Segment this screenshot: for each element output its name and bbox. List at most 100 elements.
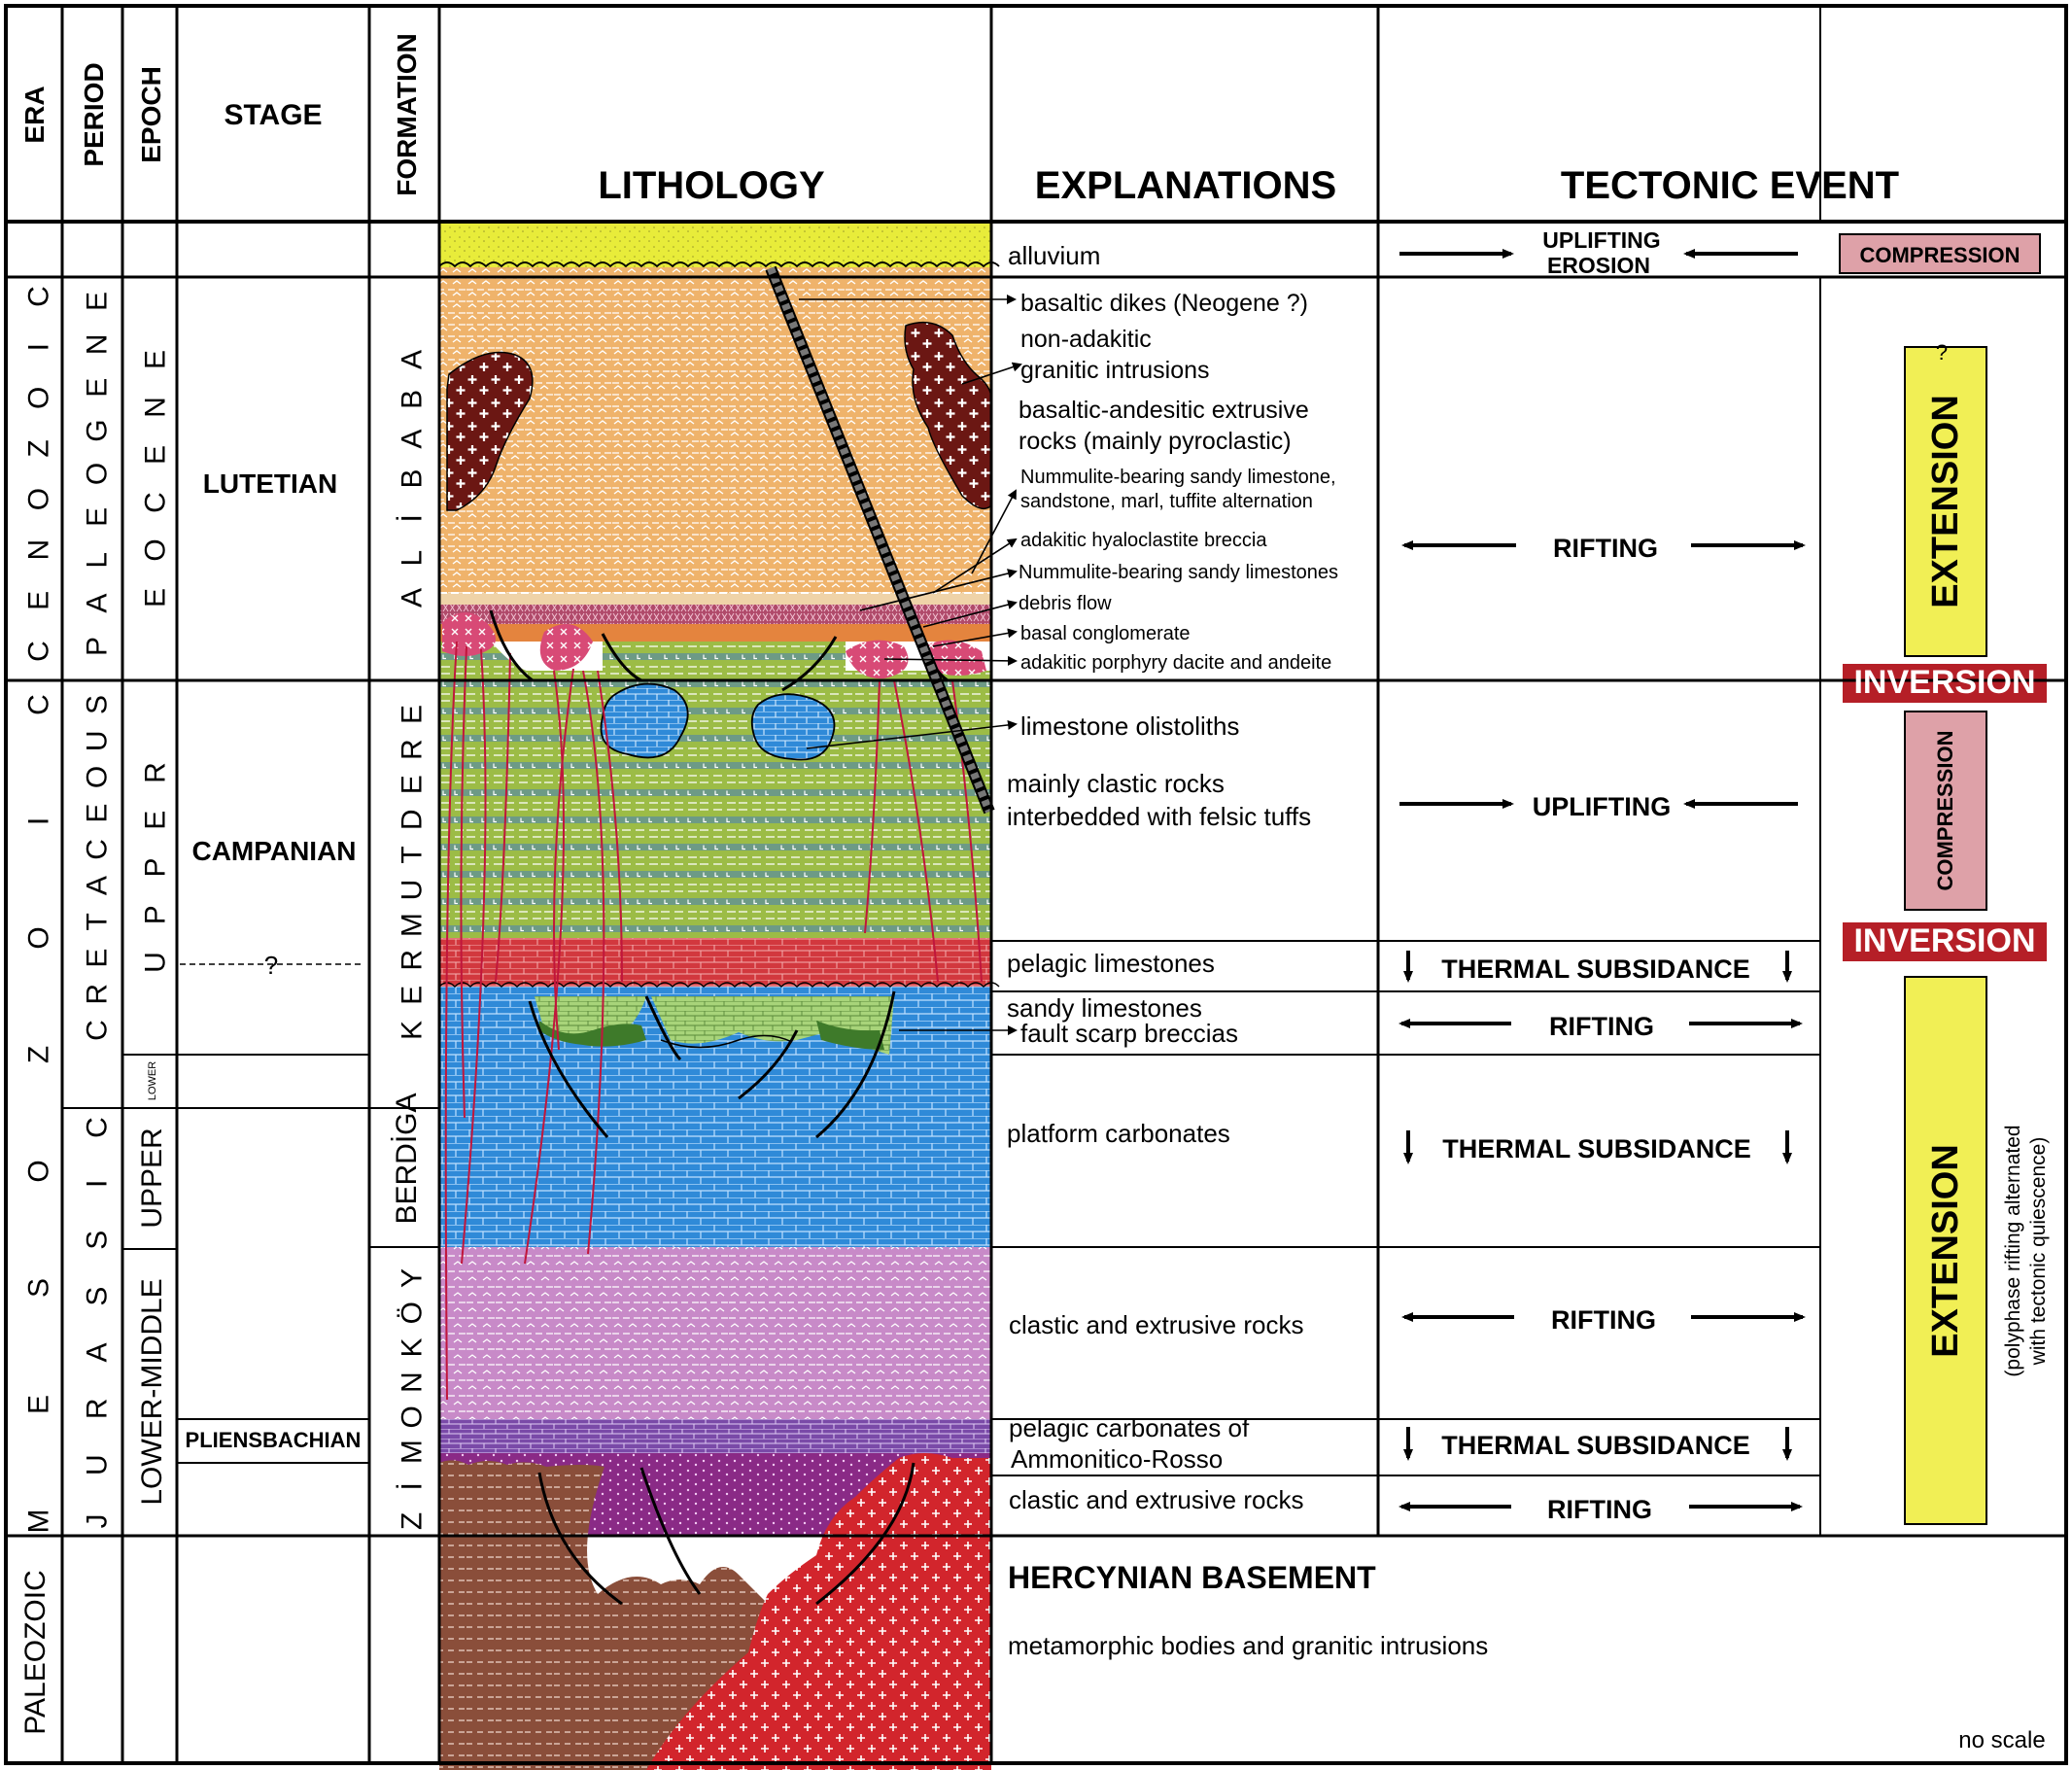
era-mesozoic-letter-7: I <box>23 817 55 825</box>
era-mesozoic-letter-1: M <box>23 1510 55 1534</box>
exp-non-adakitic-2: granitic intrusions <box>1020 357 1210 384</box>
header-era: ERA <box>19 86 50 143</box>
epoch-eocene-letter-1: E <box>140 588 172 607</box>
sandy-limestone-pocket-2 <box>651 996 797 1044</box>
epoch-eocene-letter-4: E <box>140 445 172 465</box>
epoch-eocene-letters: E O C E N E <box>140 350 172 607</box>
header-explanations: EXPLANATIONS <box>1035 164 1336 207</box>
exp-nummulite-sandy: Nummulite-bearing sandy limestones <box>1019 562 1338 583</box>
era-cenozoic-letters: C E N O Z O I C <box>23 286 55 662</box>
period-cretaceous-letter-9: U <box>82 730 114 751</box>
era-mesozoic-letter-2: E <box>23 1395 55 1414</box>
basaltic-dike <box>767 266 993 814</box>
exp-clastic-extrusive-2: clastic and extrusive rocks <box>1009 1485 1303 1514</box>
formation-kermutdere-letter-5: U <box>397 880 429 901</box>
header-epoch: EPOCH <box>136 66 166 163</box>
stage-campanian: CAMPANIAN <box>191 836 356 866</box>
header-tectonic-event: TECTONIC EVENT <box>1561 164 1899 207</box>
formation-zimonkoy-letter-5: N <box>397 1371 429 1393</box>
header-row: ERA PERIOD EPOCH STAGE FORMATION LITHOLO… <box>19 33 1899 207</box>
regime-inversion-1: INVERSION <box>1853 664 2035 701</box>
alibaba-pyroclastic-layer <box>439 267 991 593</box>
period-jurassic-letters: J U R A S S I C <box>82 1117 114 1528</box>
alluvium-layer <box>439 224 991 267</box>
epoch-eocene-letter-3: C <box>140 492 172 513</box>
header-stage: STAGE <box>224 99 322 131</box>
extension-bar-top <box>1904 346 1987 657</box>
tec-uplift-erosion-2: EROSION <box>1547 253 1650 278</box>
tec-rifting-3: RIFTING <box>1551 1305 1656 1335</box>
period-cretaceous-letter-1: C <box>82 1020 114 1041</box>
tec-uplifting: UPLIFTING <box>1533 792 1672 821</box>
exp-nummulite-alt-1: Nummulite-bearing sandy limestone, <box>1020 467 1336 488</box>
tec-thermal-2: THERMAL SUBSIDANCE <box>1442 1134 1751 1163</box>
exp-pelagic-carbonates-2: Ammonitico-Rosso <box>1011 1444 1223 1474</box>
fault-scarp-breccia-1 <box>539 1021 646 1047</box>
period-jurassic-letter-4: A <box>82 1342 114 1362</box>
period-jurassic-letter-8: C <box>82 1117 114 1138</box>
era-mesozoic-letter-5: Z <box>23 1046 55 1063</box>
era-mesozoic-letter-8: C <box>23 694 55 715</box>
formation-zimonkoy-letter-6: K <box>397 1337 429 1357</box>
formation-alibaba-letter-5: A <box>397 430 429 449</box>
inversion-box-1 <box>1843 664 2047 703</box>
exp-pelagic-carbonates-1: pelagic carbonates of <box>1009 1413 1250 1442</box>
period-cretaceous-letter-7: E <box>82 804 114 823</box>
regime-polyphase-1: (polyphase rifting alternated <box>2002 1125 2024 1376</box>
regime-polyphase-2: with tectonic quiescence) <box>2027 1137 2050 1367</box>
extension-bar-bottom <box>1904 976 1987 1525</box>
porphyry-body-1 <box>442 612 496 656</box>
basement-granite <box>646 1453 991 1770</box>
exp-platform-carbonates: platform carbonates <box>1007 1119 1230 1148</box>
feeder-dikes <box>444 641 983 1401</box>
exp-debris-flow: debris flow <box>1019 593 1112 614</box>
formation-zimonkoy-letter-8: Y <box>397 1268 429 1288</box>
exp-olistoliths: limestone olistoliths <box>1020 711 1239 741</box>
formation-kermutdere-letter-7: D <box>397 809 429 830</box>
exp-alluvium: alluvium <box>1008 241 1100 270</box>
olistolith-1 <box>600 682 689 759</box>
formation-kermutdere-letter-1: K <box>397 1021 429 1040</box>
no-scale-note: no scale <box>1958 1727 2045 1753</box>
kermutdere-upper-fill <box>439 642 991 676</box>
exp-basal-conglomerate: basal conglomerate <box>1020 623 1191 644</box>
basement-metamorphic <box>439 1460 777 1770</box>
period-paleogene-letter-8: N <box>82 334 114 356</box>
porphyry-body-4 <box>923 640 986 676</box>
era-cenozoic-letter-8: C <box>23 286 55 307</box>
exp-basaltic-andesitic-2: rocks (mainly pyroclastic) <box>1019 428 1292 455</box>
exp-porphyry: adakitic porphyry dacite and andeite <box>1020 652 1331 674</box>
pelagic-limestone-layer <box>439 938 991 987</box>
fault-scarp-breccia-2 <box>816 1021 884 1050</box>
formation-alibaba-letter-4: B <box>397 469 429 488</box>
epoch-upper-cretaceous-letter-1: U <box>140 952 172 973</box>
regime-extension-query: ? <box>1936 340 1948 364</box>
era-mesozoic-letter-6: O <box>23 926 55 949</box>
exp-hercynian-title: HERCYNIAN BASEMENT <box>1008 1560 1376 1595</box>
period-jurassic-letter-6: S <box>82 1231 114 1250</box>
period-paleogene-letter-5: O <box>82 463 114 485</box>
tec-uplift-erosion-1: UPLIFTING <box>1542 227 1660 253</box>
period-cretaceous-letter-10: S <box>82 695 114 714</box>
formation-berdiga: BERDİGA <box>391 1093 423 1224</box>
formation-alibaba-letter-1: A <box>397 588 429 607</box>
nummulite-layer <box>439 593 991 605</box>
header-period: PERIOD <box>79 62 109 166</box>
era-cenozoic-letter-1: C <box>23 641 55 662</box>
explanations-column: alluvium basaltic dikes (Neogene ?) non-… <box>1007 241 1488 1660</box>
hyaloclastite-layer <box>439 605 991 624</box>
formation-zimonkoy-letter-3: M <box>397 1440 429 1464</box>
exp-pelagic-limestones: pelagic limestones <box>1007 949 1215 978</box>
regime-compression-top: COMPRESSION <box>1859 243 2020 267</box>
exp-fault-scarp: fault scarp breccias <box>1020 1019 1238 1048</box>
olistolith-2 <box>750 693 836 761</box>
regime-compression-mid: COMPRESSION <box>1933 730 1957 890</box>
granite-intrusion-left <box>446 351 534 511</box>
stage-pliensbachian: PLIENSBACHIAN <box>186 1428 362 1452</box>
exp-clastic-extrusive-1: clastic and extrusive rocks <box>1009 1310 1303 1339</box>
formation-zimonkoy-letter-7: Ö <box>397 1301 429 1324</box>
formation-kermutdere-letter-3: R <box>397 950 429 971</box>
formation-kermutdere-letter-9: R <box>397 739 429 760</box>
